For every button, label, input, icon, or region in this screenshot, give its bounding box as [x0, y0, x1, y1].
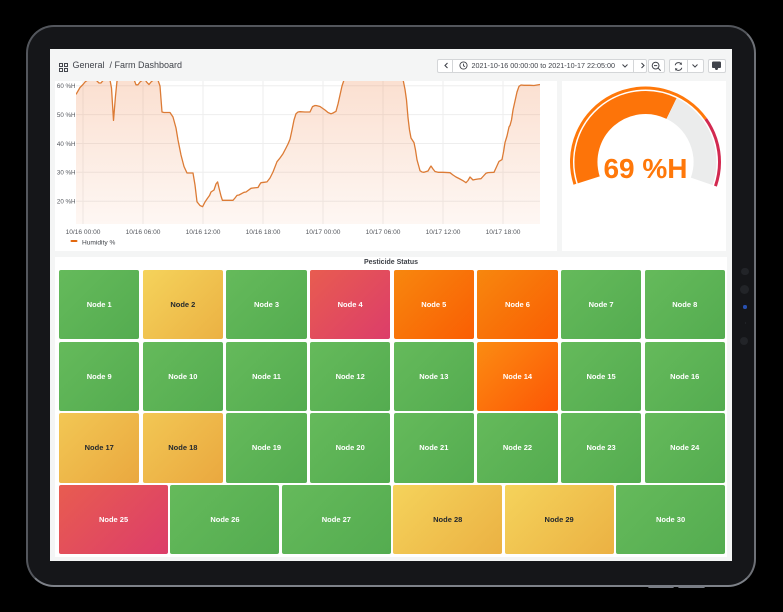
svg-text:10/17 06:00: 10/17 06:00 — [366, 229, 401, 236]
svg-text:10/16 12:00: 10/16 12:00 — [186, 229, 221, 236]
svg-text:69 %H: 69 %H — [603, 153, 687, 184]
svg-text:30 %H: 30 %H — [57, 170, 76, 177]
svg-text:10/16 00:00: 10/16 00:00 — [66, 229, 101, 236]
svg-text:10/17 12:00: 10/17 12:00 — [426, 229, 461, 236]
svg-text:40 %H: 40 %H — [57, 141, 76, 148]
svg-text:10/17 00:00: 10/17 00:00 — [306, 229, 341, 236]
svg-text:Humidity %: Humidity % — [82, 240, 115, 247]
svg-text:60 %H: 60 %H — [57, 83, 76, 90]
svg-text:10/17 18:00: 10/17 18:00 — [486, 229, 521, 236]
svg-text:20 %H: 20 %H — [57, 199, 76, 206]
svg-text:10/16 18:00: 10/16 18:00 — [246, 229, 281, 236]
svg-text:10/16 06:00: 10/16 06:00 — [126, 229, 161, 236]
svg-text:50 %H: 50 %H — [57, 112, 76, 119]
